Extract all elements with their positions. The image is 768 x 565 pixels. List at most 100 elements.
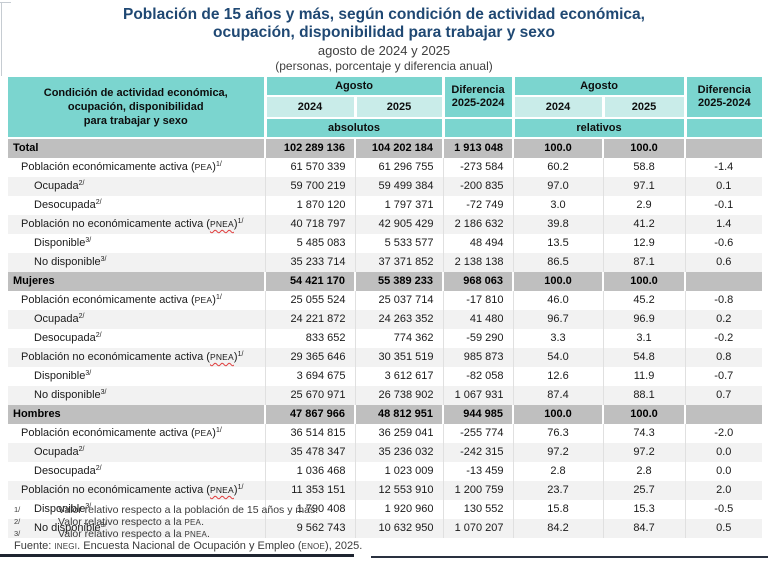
value-cell: -1.4 [714, 161, 734, 173]
month-header-absolutes: Agosto [265, 77, 445, 97]
value-cell: 0.1 [685, 177, 763, 196]
value-cell: 61 296 755 [355, 158, 444, 177]
footnote-ref: 3/ [85, 503, 92, 510]
value-cell: 11.9 [603, 367, 686, 386]
value-cell: 944 985 [443, 405, 515, 424]
value-cell: 2.8 [513, 462, 604, 481]
row-label: Hombres [8, 405, 266, 424]
value-cell: 1.4 [685, 215, 763, 234]
value-cell: -200 835 [443, 177, 514, 196]
value-cell: 102 289 136 [265, 138, 356, 158]
value-cell: 130 552 [443, 500, 514, 519]
value-cell: 59 499 384 [355, 177, 444, 196]
value-cell: -82 058 [443, 367, 514, 386]
value-cell: 87.4 [513, 386, 604, 405]
row-label: Disponible3/ [8, 234, 266, 253]
row-label: Desocupada2/ [8, 329, 266, 348]
footnote-ref: 2/ [95, 332, 102, 339]
value-cell: 12 553 910 [355, 481, 444, 500]
bottom-rule-left [0, 554, 354, 557]
acronym: PNEA [209, 219, 234, 229]
value-cell: 36 514 815 [265, 424, 356, 443]
value-cell: 1 913 048 [443, 138, 515, 158]
footnote-ref: 1/ [237, 351, 244, 358]
value-cell: -255 774 [443, 424, 514, 443]
footnote-ref: 2/ [95, 465, 102, 472]
value-cell: 1 797 371 [355, 196, 444, 215]
empty-header-cell-relatives [685, 118, 763, 139]
value-cell: 88.1 [603, 386, 686, 405]
value-cell: 0.0 [716, 465, 732, 477]
value-cell: 1 920 960 [355, 500, 444, 519]
data-row: Desocupada2/1 036 468 1 023 009 -13 459 2.8… [8, 462, 762, 481]
footnote-ref: 1/ [215, 427, 222, 434]
data-row: No disponible3/35 233 714 37 371 852 2 138… [8, 253, 763, 272]
value-cell: 3.0 [513, 196, 604, 215]
acronym: PEA [194, 428, 213, 438]
value-cell: 29 365 646 [265, 348, 356, 367]
value-cell: 45.2 [603, 291, 686, 310]
value-cell: 2 138 138 [443, 253, 514, 272]
value-cell: -0.6 [714, 237, 734, 249]
footnote-ref: 3/ [100, 389, 107, 396]
value-cell: 41 480 [443, 310, 514, 329]
section-row: Mujeres 54 421 170 55 389 233 968 063 100.0 1… [8, 272, 763, 291]
footnote-text: Valor relativo respecto a la PNEA. [58, 528, 210, 540]
value-cell: 1 023 009 [355, 462, 444, 481]
value-cell: -242 315 [443, 443, 514, 462]
value-cell: 0.0 [685, 443, 763, 462]
footnote: 3/Valor relativo respecto a la PNEA. [14, 528, 754, 540]
value-cell: 97.0 [513, 177, 604, 196]
footnote-ref: 3/ [100, 522, 107, 529]
row-label: Disponible3/ [8, 367, 266, 386]
value-cell: 2.9 [603, 196, 686, 215]
value-cell: 74.3 [603, 424, 686, 443]
row-label: Desocupada2/ [8, 196, 266, 215]
value-cell: 30 351 519 [355, 348, 444, 367]
value-cell: 1 870 120 [265, 196, 356, 215]
value-cell: 774 362 [355, 329, 444, 348]
year-2025-absolutes: 2025 [355, 96, 445, 119]
diff-header-relatives: Diferencia 2025-2024 [685, 77, 763, 119]
value-cell: -0.1 [714, 199, 734, 211]
footnotes: 1/Valor relativo respecto a la población… [14, 504, 754, 540]
corner-mark-vertical [1, 2, 2, 76]
value-cell: 76.3 [513, 424, 604, 443]
value-cell: -59 290 [443, 329, 514, 348]
value-cell: 35 478 347 [265, 443, 356, 462]
data-row: Disponible3/1 790 408 1 920 960 130 552 15.… [8, 500, 762, 519]
footnote-ref: 2/ [78, 446, 85, 453]
value-cell: 100.0 [603, 138, 687, 158]
value-cell: 100.0 [513, 138, 605, 158]
value-cell: 97.2 [513, 443, 604, 462]
footnote-ref: 1/ [215, 161, 222, 168]
year-2024-relatives: 2024 [513, 96, 605, 119]
footnote-ref: 3/ [85, 237, 92, 244]
value-cell: 37 371 852 [355, 253, 444, 272]
value-cell: 54.0 [513, 348, 604, 367]
value-cell: -72 749 [443, 196, 514, 215]
value-cell: 0.2 [685, 310, 763, 329]
value-cell: 25 670 971 [265, 386, 356, 405]
value-cell: 100.0 [513, 405, 605, 424]
data-row: Desocupada2/1 870 120 1 797 371 -72 749 3.0… [8, 196, 762, 215]
value-cell: 58.8 [603, 158, 686, 177]
value-cell: 24 263 352 [355, 310, 444, 329]
row-label: No disponible3/ [8, 386, 266, 405]
data-row: Disponible3/3 694 675 3 612 617 -82 058 12.… [8, 367, 762, 386]
value-cell: 59 700 219 [265, 177, 356, 196]
value-cell: 25 055 524 [265, 291, 356, 310]
value-cell: 42 905 429 [355, 215, 444, 234]
acronym: PNEA [209, 485, 234, 495]
value-cell: 23.7 [513, 481, 604, 500]
value-cell: 100.0 [603, 405, 687, 424]
row-label: Ocupada2/ [8, 177, 266, 196]
value-cell: 47 867 966 [265, 405, 356, 424]
value-cell: 3 694 675 [265, 367, 356, 386]
row-label: Población no económicamente activa (PNEA… [8, 215, 266, 234]
value-cell: 9 562 743 [265, 519, 356, 538]
value-cell: 15.3 [603, 500, 686, 519]
value-cell: 3 612 617 [355, 367, 444, 386]
table-body: Total 102 289 136 104 202 184 1 913 048 100.… [8, 138, 763, 538]
